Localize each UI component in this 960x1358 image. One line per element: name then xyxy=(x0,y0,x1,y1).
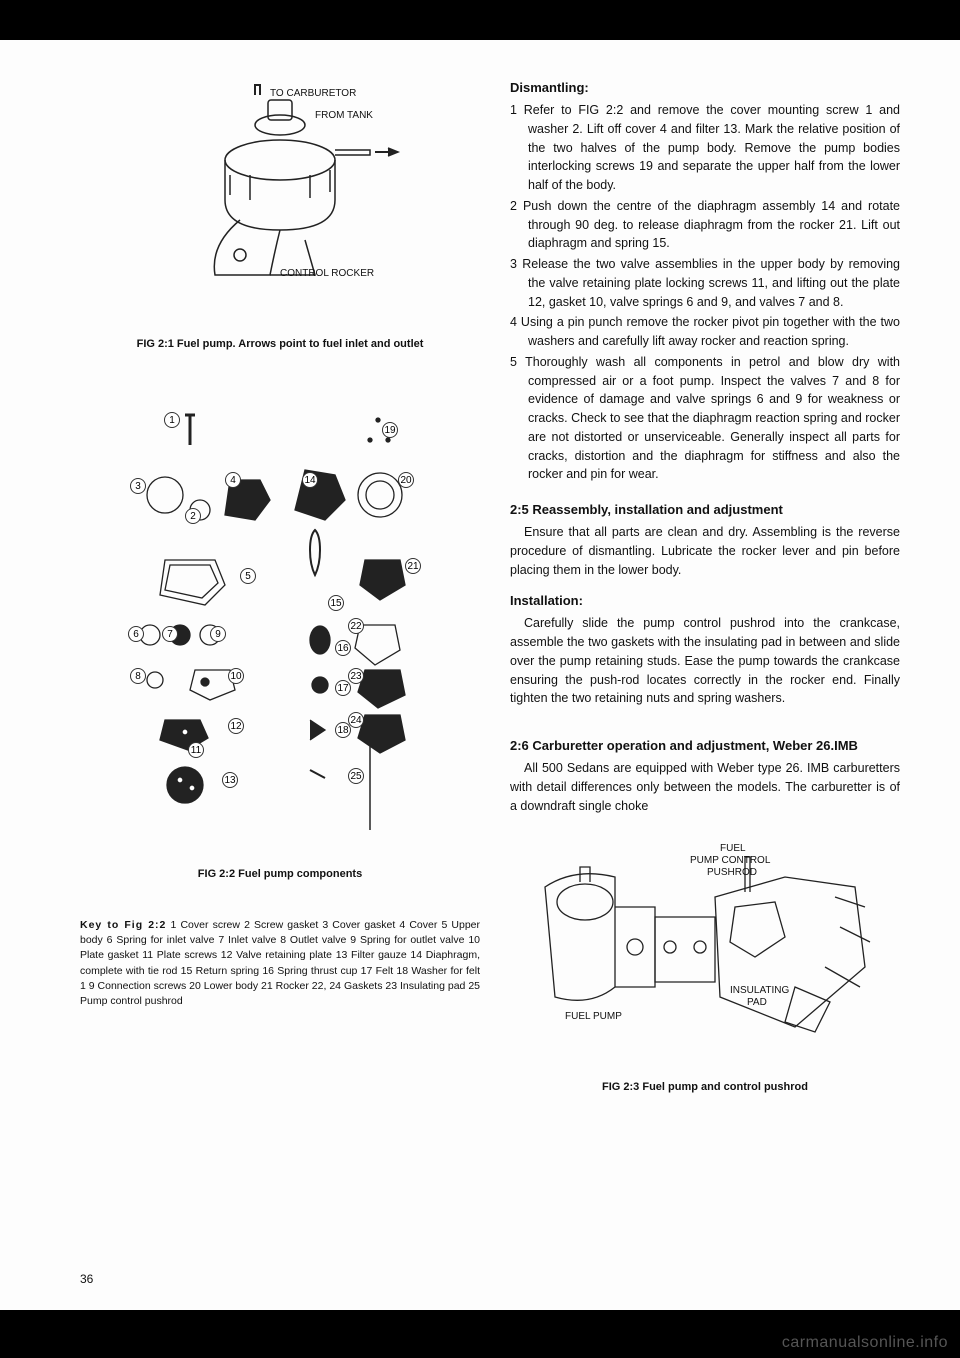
callout-19: 19 xyxy=(382,422,398,438)
reassembly-heading: 2:5 Reassembly, installation and adjustm… xyxy=(510,502,900,517)
label-pump-control: PUMP CONTROL xyxy=(690,855,770,866)
callout-1: 1 xyxy=(164,412,180,428)
label-from-tank: FROM TANK xyxy=(315,110,373,121)
callout-15: 15 xyxy=(328,595,344,611)
callout-23: 23 xyxy=(348,668,364,684)
callout-10: 10 xyxy=(228,668,244,684)
dismantling-item-2: 2 Push down the centre of the diaphragm … xyxy=(510,197,900,253)
figure-2-1: TO CARBURETOR FROM TANK CONTROL ROCKER F… xyxy=(80,80,480,380)
dismantling-item-4: 4 Using a pin punch remove the rocker pi… xyxy=(510,313,900,351)
fig2-image: 1 19 3 4 2 14 20 5 15 21 6 7 9 16 22 8 1… xyxy=(110,390,450,850)
callout-5: 5 xyxy=(240,568,256,584)
figure-2-3: FUEL PUMP CONTROL PUSHROD INSULATING PAD… xyxy=(535,847,875,1057)
fuel-pump-illustration xyxy=(140,80,420,300)
callout-9: 9 xyxy=(210,626,226,642)
dismantling-item-1: 1 Refer to FIG 2:2 and remove the cover … xyxy=(510,101,900,195)
key-title: Key to Fig 2:2 xyxy=(80,919,166,931)
label-pushrod: PUSHROD xyxy=(707,867,757,878)
label-to-carburetor: TO CARBURETOR xyxy=(270,88,356,99)
callout-25: 25 xyxy=(348,768,364,784)
callout-21: 21 xyxy=(405,558,421,574)
callout-24: 24 xyxy=(348,712,364,728)
callout-16: 16 xyxy=(335,640,351,656)
installation-heading: Installation: xyxy=(510,593,900,608)
label-insulating: INSULATING xyxy=(730,985,789,996)
carburetter-para: All 500 Sedans are equipped with Weber t… xyxy=(510,759,900,815)
callout-2: 2 xyxy=(185,508,201,524)
page-number: 36 xyxy=(80,1272,93,1286)
callout-14: 14 xyxy=(302,472,318,488)
callout-17: 17 xyxy=(335,680,351,696)
fig1-image: TO CARBURETOR FROM TANK CONTROL ROCKER xyxy=(140,80,420,300)
callout-11: 11 xyxy=(188,742,204,758)
key-text: 1 Cover screw 2 Screw gasket 3 Cover gas… xyxy=(80,919,480,1007)
label-fuel-pump: FUEL PUMP xyxy=(565,1011,622,1022)
callout-20: 20 xyxy=(398,472,414,488)
fuel-pump-components-illustration xyxy=(110,390,450,850)
label-fuel: FUEL xyxy=(720,843,746,854)
left-column: TO CARBURETOR FROM TANK CONTROL ROCKER F… xyxy=(80,80,480,1280)
callout-12: 12 xyxy=(228,718,244,734)
dismantling-list: 1 Refer to FIG 2:2 and remove the cover … xyxy=(510,101,900,486)
dismantling-item-3: 3 Release the two valve assemblies in th… xyxy=(510,255,900,311)
callout-7: 7 xyxy=(162,626,178,642)
installation-para: Carefully slide the pump control pushrod… xyxy=(510,614,900,708)
fig1-caption: FIG 2:1 Fuel pump. Arrows point to fuel … xyxy=(137,338,424,350)
watermark: carmanualsonline.info xyxy=(782,1334,948,1352)
callout-6: 6 xyxy=(128,626,144,642)
callout-8: 8 xyxy=(130,668,146,684)
fig2-key: Key to Fig 2:2 1 Cover screw 2 Screw gas… xyxy=(80,918,480,1009)
page: TO CARBURETOR FROM TANK CONTROL ROCKER F… xyxy=(0,40,960,1310)
fuel-pump-control-pushrod-illustration xyxy=(535,847,875,1057)
dismantling-item-5: 5 Thoroughly wash all components in petr… xyxy=(510,353,900,484)
dismantling-heading: Dismantling: xyxy=(510,80,900,95)
figure-2-2: 1 19 3 4 2 14 20 5 15 21 6 7 9 16 22 8 1… xyxy=(80,380,480,1009)
reassembly-para: Ensure that all parts are clean and dry.… xyxy=(510,523,900,579)
callout-13: 13 xyxy=(222,772,238,788)
carburetter-heading: 2:6 Carburetter operation and adjustment… xyxy=(510,738,900,753)
callout-22: 22 xyxy=(348,618,364,634)
label-pad: PAD xyxy=(747,997,767,1008)
callout-3: 3 xyxy=(130,478,146,494)
right-column: Dismantling: 1 Refer to FIG 2:2 and remo… xyxy=(510,80,900,1280)
callout-4: 4 xyxy=(225,472,241,488)
label-control-rocker: CONTROL ROCKER xyxy=(280,268,374,279)
fig2-caption: FIG 2:2 Fuel pump components xyxy=(198,868,362,880)
fig3-caption: FIG 2:3 Fuel pump and control pushrod xyxy=(510,1081,900,1093)
